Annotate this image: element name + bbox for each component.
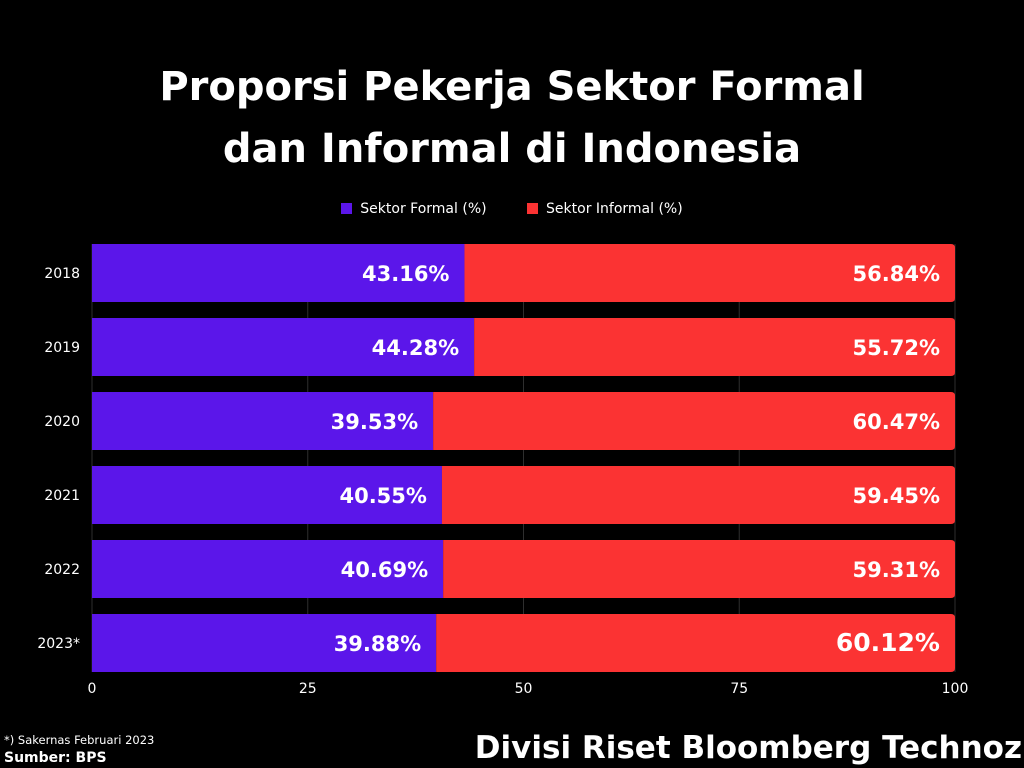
credit-label: Divisi Riset Bloomberg Technoz [474,730,1022,766]
data-label-informal-2: 60.47% [853,410,940,434]
bar-informal-0 [464,244,955,302]
x-tick-label-1: 25 [299,681,317,697]
x-tick-label-0: 0 [88,681,97,697]
stacked-bar-chart: 43.16% 56.84% 2018 44.28% 55.72% 2019 39.53% 60… [37,244,969,697]
chart-legend: Sektor Formal (%) Sektor Informal (%) [0,199,1024,219]
data-label-informal-1: 55.72% [853,336,940,360]
bar-formal-4 [92,540,444,598]
data-label-formal-5: 39.88% [334,632,421,656]
data-label-informal-4: 59.31% [853,558,940,582]
x-tick-label-2: 50 [515,681,533,697]
bar-formal-5 [92,614,437,672]
legend-item-informal: Sektor Informal (%) [527,199,683,219]
category-label-1: 2019 [44,340,80,356]
legend-label-formal: Sektor Formal (%) [360,201,487,217]
legend-item-formal: Sektor Formal (%) [341,199,487,219]
data-label-formal-3: 40.55% [339,484,426,508]
bar-formal-1 [92,318,475,376]
legend-label-informal: Sektor Informal (%) [546,201,683,217]
chart-title-line-1: Proporsi Pekerja Sektor Formal [159,64,865,110]
data-label-formal-0: 43.16% [362,262,449,286]
footnote: *) Sakernas Februari 2023 [4,733,155,747]
bar-informal-2 [433,392,955,450]
bar-formal-3 [92,466,442,524]
source-label: Sumber: BPS [4,750,107,766]
category-label-2: 2020 [44,414,80,430]
bar-informal-5 [436,614,955,672]
category-label-3: 2021 [44,488,80,504]
x-tick-label-4: 100 [942,681,969,697]
bar-formal-0 [92,244,465,302]
bar-informal-1 [474,318,955,376]
legend-swatch-informal [527,203,539,214]
data-label-formal-2: 39.53% [331,410,418,434]
data-label-informal-0: 56.84% [853,262,940,286]
data-label-formal-1: 44.28% [372,336,459,360]
x-tick-label-3: 75 [730,681,748,697]
data-label-informal-5: 60.12% [836,628,940,657]
category-label-5: 2023* [37,636,80,652]
legend-swatch-formal [341,203,353,214]
bar-informal-4 [443,540,955,598]
category-label-4: 2022 [44,562,80,578]
chart-title: Proporsi Pekerja Sektor Formal dan Infor… [0,56,1024,180]
data-label-informal-3: 59.45% [853,484,940,508]
data-label-formal-4: 40.69% [341,558,428,582]
bar-formal-2 [92,392,434,450]
bar-informal-3 [441,466,955,524]
chart-title-line-2: dan Informal di Indonesia [222,126,802,172]
category-label-0: 2018 [44,266,80,282]
